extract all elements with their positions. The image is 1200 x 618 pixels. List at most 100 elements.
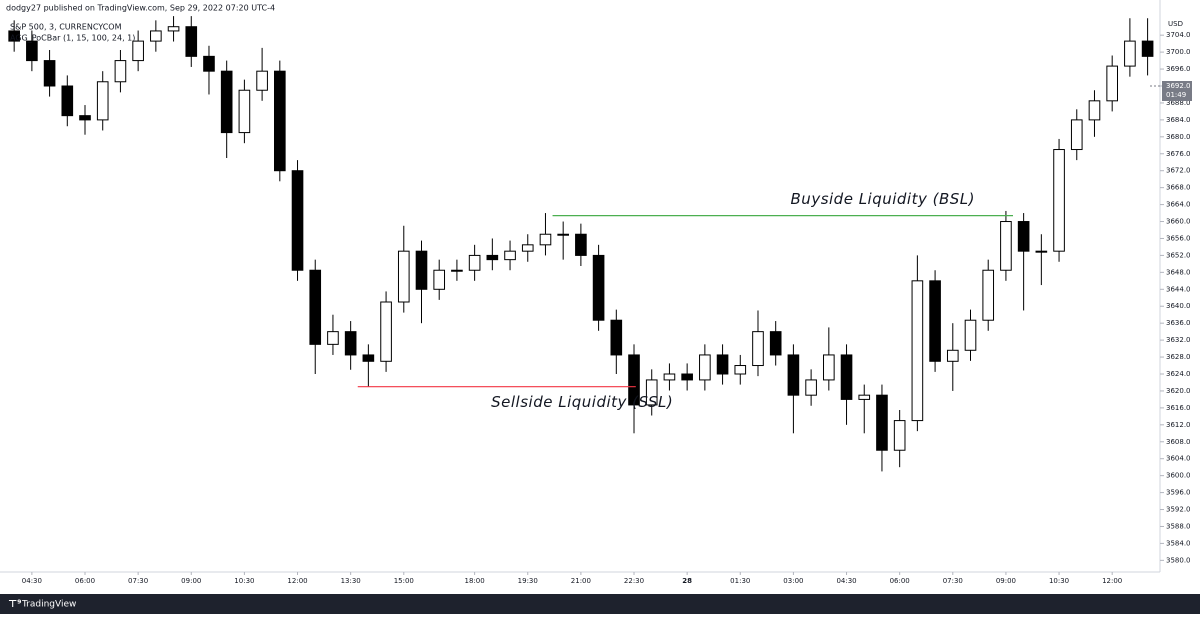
x-tick-label: 15:00 — [394, 577, 414, 585]
y-tick-label: 3612.0 — [1166, 421, 1191, 429]
candle-body — [876, 394, 888, 451]
last-price-label: 3692.0 — [1166, 82, 1191, 90]
y-tick-label: 3584.0 — [1166, 539, 1191, 547]
x-tick-label: 06:00 — [75, 577, 95, 585]
candle-body — [256, 70, 268, 91]
candle-body — [415, 250, 428, 290]
candle-body — [43, 60, 56, 87]
candle-body — [380, 301, 392, 362]
candle-body — [699, 354, 711, 381]
x-tick-label: 07:30 — [943, 577, 963, 585]
candle-body — [1088, 100, 1101, 121]
last-price-badge — [1162, 81, 1192, 101]
y-tick-label: 3652.0 — [1166, 251, 1191, 259]
candle-body — [575, 233, 587, 256]
candle-body — [521, 244, 534, 252]
candle-body — [362, 354, 375, 362]
level-annotation: Sellside Liquidity (SSL) — [491, 393, 673, 411]
candle-body — [96, 81, 109, 121]
candle-body — [982, 269, 995, 321]
y-tick-label: 3688.0 — [1166, 99, 1191, 107]
y-tick-label: 3676.0 — [1166, 150, 1191, 158]
candle-body — [167, 26, 180, 32]
y-tick-label: 3680.0 — [1166, 133, 1191, 141]
candle-body — [645, 379, 658, 406]
candle-body — [1070, 119, 1083, 151]
candle-body — [911, 280, 924, 422]
y-tick-label: 3656.0 — [1166, 234, 1191, 242]
candle-body — [433, 269, 446, 290]
x-tick-label: 06:00 — [890, 577, 910, 585]
candle-body — [327, 331, 339, 345]
y-tick-label: 3580.0 — [1166, 556, 1191, 564]
candle-body — [8, 30, 20, 42]
x-tick-label: 13:30 — [341, 577, 361, 585]
y-tick-label: 3608.0 — [1166, 438, 1191, 446]
x-tick-label: 07:30 — [128, 577, 148, 585]
candle-body — [752, 331, 764, 367]
candle-body — [397, 250, 410, 303]
x-tick-label: 19:30 — [518, 577, 538, 585]
y-tick-label: 3616.0 — [1166, 404, 1191, 412]
candle-body — [539, 233, 552, 246]
y-tick-label: 3620.0 — [1166, 387, 1191, 395]
candle-body — [114, 60, 127, 83]
candle-body — [309, 269, 322, 345]
y-tick-label: 3704.0 — [1166, 31, 1191, 39]
candle-body — [1017, 221, 1030, 252]
candle-body — [486, 254, 499, 261]
candle-body — [964, 319, 977, 351]
y-tick-label: 3660.0 — [1166, 218, 1191, 226]
candle-body — [893, 420, 906, 451]
countdown-label: 01:49 — [1166, 91, 1186, 99]
x-tick-label: 28 — [682, 577, 692, 585]
y-tick-label: 3636.0 — [1166, 319, 1191, 327]
x-tick-label: 21:00 — [571, 577, 591, 585]
candle-body — [61, 85, 74, 117]
x-tick-label: 04:30 — [22, 577, 42, 585]
candle-body — [504, 250, 516, 261]
candle-body — [592, 254, 605, 321]
x-tick-label: 09:00 — [181, 577, 201, 585]
candle-body — [220, 70, 233, 134]
symbol-legend: S&P 500, 3, CURRENCYCOM — [10, 23, 122, 32]
candle-body — [823, 354, 835, 381]
candle-body — [203, 55, 215, 72]
y-tick-label: 3600.0 — [1166, 472, 1191, 480]
candle-body — [734, 365, 747, 375]
y-tick-label: 3700.0 — [1166, 48, 1191, 56]
y-tick-label: 3684.0 — [1166, 116, 1191, 124]
y-tick-label: 3648.0 — [1166, 268, 1191, 276]
x-tick-label: 12:00 — [1102, 577, 1122, 585]
candle-body — [681, 373, 693, 381]
y-tick-label: 3696.0 — [1166, 65, 1191, 73]
candle-body — [1035, 250, 1048, 253]
candle-body — [1053, 149, 1065, 252]
y-tick-label: 3628.0 — [1166, 353, 1191, 361]
plot-area — [8, 16, 1154, 472]
y-tick-label: 3592.0 — [1166, 506, 1191, 514]
candle-body — [1124, 40, 1136, 67]
x-tick-label: 18:00 — [465, 577, 485, 585]
candle-body — [716, 354, 729, 375]
candle-body — [238, 89, 251, 134]
currency-label: USD — [1168, 20, 1183, 28]
x-tick-label: 12:00 — [287, 577, 307, 585]
y-tick-label: 3644.0 — [1166, 285, 1191, 293]
y-tick-label: 3640.0 — [1166, 302, 1191, 310]
y-tick-label: 3596.0 — [1166, 489, 1191, 497]
candle-body — [628, 354, 640, 406]
candle-body — [451, 269, 463, 272]
candle-body — [858, 394, 871, 400]
candle-body — [344, 331, 357, 356]
publisher-text: dodgy27 published on TradingView.com, Se… — [6, 4, 275, 13]
candle-body — [663, 373, 676, 381]
candle-body — [1106, 65, 1118, 102]
x-tick-label: 01:30 — [730, 577, 750, 585]
candle-body — [291, 170, 304, 271]
footer-bar — [0, 594, 1200, 614]
y-tick-label: 3588.0 — [1166, 522, 1191, 530]
x-tick-label: 10:30 — [234, 577, 254, 585]
candle-body — [1000, 221, 1012, 271]
brand-logo: ⊤⁹ — [8, 599, 22, 610]
